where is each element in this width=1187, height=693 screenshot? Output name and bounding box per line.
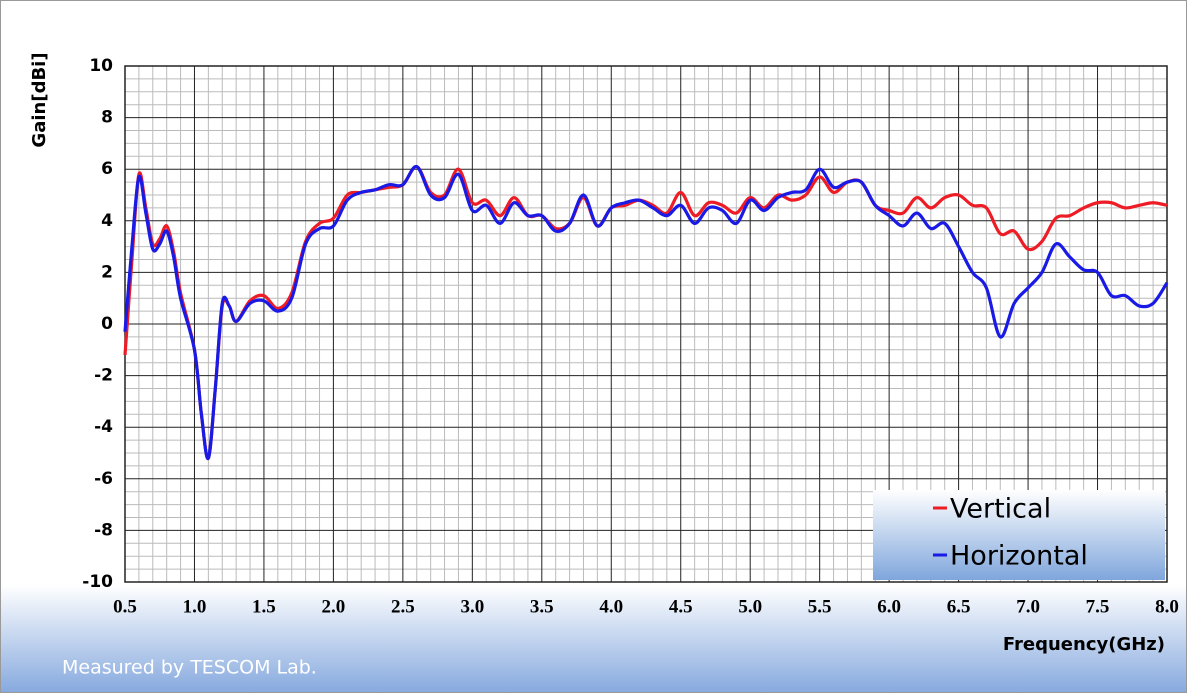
x-axis-label: Frequency(GHz) [1003, 634, 1165, 655]
legend-label: Vertical [950, 494, 1051, 525]
x-tick-label: 6.0 [877, 596, 901, 617]
y-axis-label: Gain[dBi] [29, 52, 50, 147]
x-tick-label: 4.5 [669, 596, 693, 617]
y-tick-label: 2 [101, 262, 113, 282]
x-tick-label: 2.5 [391, 596, 415, 617]
y-tick-label: 0 [101, 314, 113, 334]
y-tick-label: -2 [94, 366, 113, 386]
x-tick-label: 2.0 [322, 596, 346, 617]
footer-band [0, 585, 1187, 693]
y-tick-label: -4 [94, 417, 113, 437]
x-tick-label: 5.0 [738, 596, 762, 617]
x-tick-label: 0.5 [113, 596, 137, 617]
y-tick-label: 6 [101, 159, 113, 179]
x-tick-label: 7.0 [1016, 596, 1040, 617]
x-tick-label: 3.5 [530, 596, 554, 617]
x-tick-label: 6.5 [947, 596, 971, 617]
y-tick-label: -6 [94, 469, 113, 489]
x-tick-label: 5.5 [808, 596, 832, 617]
series-line [123, 165, 1169, 460]
y-tick-label: 10 [89, 56, 113, 76]
x-tick-label: 1.5 [252, 596, 276, 617]
legend-label: Horizontal [950, 541, 1088, 572]
x-tick-label: 1.0 [183, 596, 207, 617]
legend-box [873, 490, 1165, 580]
y-tick-label: -8 [94, 520, 113, 540]
y-tick-label: 8 [101, 108, 113, 128]
x-tick-label: 3.0 [460, 596, 484, 617]
x-tick-label: 8.0 [1155, 596, 1179, 617]
x-tick-label: 4.0 [599, 596, 623, 617]
y-tick-label: 4 [101, 211, 113, 231]
annotation: Measured by TESCOM Lab. [62, 657, 317, 679]
y-tick-label: -10 [82, 572, 113, 592]
x-tick-label: 7.5 [1086, 596, 1110, 617]
